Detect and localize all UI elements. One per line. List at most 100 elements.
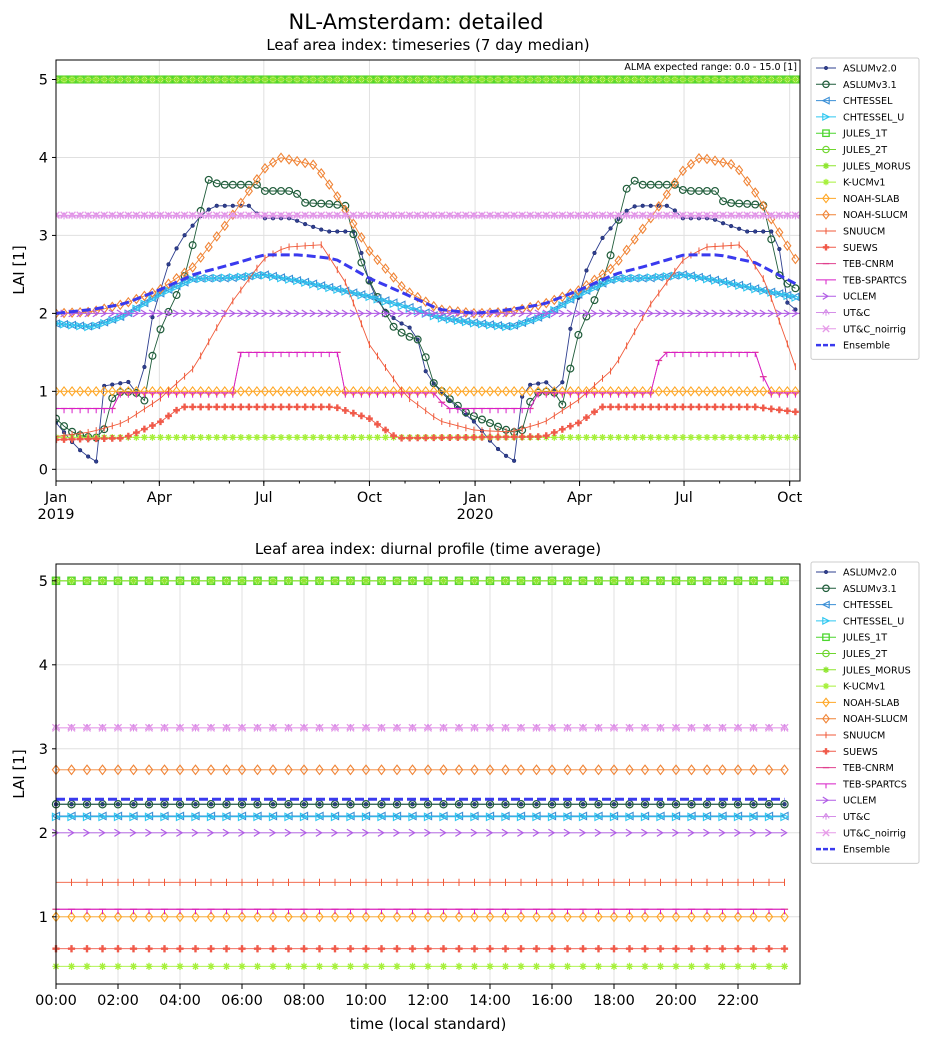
diurnal-point-noah-slab — [656, 911, 665, 923]
diurnal-point-noah-slab — [423, 911, 433, 923]
timeseries-point-ut-c-noirrig — [124, 211, 133, 220]
timeseries-point-aslumv3-1 — [711, 186, 720, 195]
timeseries-point-jules-morus — [792, 76, 799, 83]
timeseries-point-chtessel-u — [574, 291, 584, 300]
diurnal-point-ut-c-noirrig — [222, 723, 231, 732]
timeseries-point-suews — [285, 403, 293, 411]
timeseries-point-suews — [591, 408, 598, 416]
timeseries-point-jules-morus — [84, 76, 92, 83]
diurnal-point-k-ucmv1 — [517, 962, 525, 970]
diurnal-point-aslumv3-1 — [284, 800, 293, 809]
timeseries-point-jules-morus — [406, 76, 414, 83]
diurnal-point-noah-slucm — [191, 764, 200, 776]
timeseries-point-ut-c-noirrig — [301, 211, 310, 220]
diurnal-point-noah-slab — [377, 911, 386, 923]
timeseries-point-chtessel-u — [285, 275, 294, 284]
timeseries-point-ut-c-noirrig — [204, 211, 213, 220]
timeseries-point-chtessel-u — [518, 319, 527, 328]
timeseries-point-ut-c-noirrig — [743, 211, 752, 220]
timeseries-point-k-ucmv1 — [767, 433, 775, 441]
timeseries-point-aslumv2-0 — [503, 453, 509, 458]
diurnal-point-noah-slucm — [532, 764, 541, 776]
timeseries-point-uclem — [180, 309, 188, 318]
timeseries-point-jules-morus — [92, 76, 100, 83]
timeseries-legend-label-jules-2t: JULES_2T — [842, 145, 887, 156]
diurnal-legend-marker-k-ucmv1 — [822, 682, 830, 690]
timeseries-point-jules-morus — [149, 76, 156, 83]
diurnal-point-ut-c-noirrig — [191, 723, 200, 732]
timeseries-point-chtessel — [710, 275, 719, 285]
timeseries-point-jules-morus — [197, 76, 205, 83]
diurnal-point-k-ucmv1 — [563, 962, 572, 970]
timeseries-point-aslumv2-0 — [118, 381, 123, 386]
timeseries-point-chtessel — [139, 298, 149, 308]
diurnal-point-k-ucmv1 — [377, 962, 386, 970]
timeseries-xtick-label: Oct — [777, 490, 802, 506]
diurnal-xtick-label: 22:00 — [717, 993, 759, 1009]
diurnal-point-uclem — [331, 828, 339, 837]
diurnal-point-noah-slab — [718, 911, 727, 923]
diurnal-point-noah-slab — [640, 911, 650, 923]
timeseries-point-noah-slab — [751, 386, 760, 397]
timeseries-point-aslumv3-1 — [775, 271, 784, 280]
diurnal-xtick-label: 10:00 — [345, 993, 387, 1009]
diurnal-point-chtessel-u — [733, 812, 743, 822]
diurnal-point-k-ucmv1 — [594, 962, 603, 970]
timeseries-point-chtessel-u — [236, 272, 246, 282]
timeseries-point-jules-morus — [165, 76, 172, 83]
diurnal-point-suews — [253, 945, 262, 953]
diurnal-point-chtessel-u — [470, 812, 480, 822]
timeseries-point-k-ucmv1 — [261, 433, 269, 441]
diurnal-point-noah-slucm — [175, 764, 185, 776]
diurnal-legend-item-teb-spartcs: TEB-SPARTCS — [816, 779, 907, 790]
timeseries-point-uclem — [534, 309, 542, 318]
timeseries-legend-label-noah-slab: NOAH-SLAB — [843, 194, 900, 205]
timeseries-ytick-label: 3 — [39, 228, 48, 244]
timeseries-point-chtessel-u — [325, 283, 334, 293]
timeseries-point-jules-morus — [374, 76, 381, 83]
diurnal-point-suews — [315, 945, 324, 953]
diurnal-point-uclem — [486, 828, 494, 837]
timeseries-point-aslumv2-0 — [560, 380, 565, 385]
diurnal-point-suews — [532, 945, 541, 953]
timeseries-point-k-ucmv1 — [197, 433, 205, 441]
timeseries-point-chtessel-u — [373, 295, 383, 304]
timeseries-point-aslumv3-1 — [622, 184, 631, 193]
timeseries-point-aslumv2-0 — [520, 394, 525, 399]
diurnal-point-k-ucmv1 — [129, 962, 138, 970]
timeseries-point-suews — [60, 436, 68, 443]
diurnal-point-uclem — [284, 828, 292, 837]
timeseries-point-uclem — [582, 309, 590, 318]
timeseries-point-k-ucmv1 — [205, 433, 213, 441]
timeseries-point-noah-slab — [670, 386, 679, 397]
timeseries-legend-label-k-ucmv1: K-UCMv1 — [843, 178, 886, 189]
diurnal-point-uclem — [393, 828, 401, 837]
diurnal-point-chtessel-u — [687, 812, 697, 822]
timeseries-point-ut-c-noirrig — [751, 211, 760, 220]
diurnal-point-chtessel — [237, 811, 247, 821]
diurnal-point-jules-morus — [176, 577, 184, 585]
diurnal-point-chtessel — [748, 811, 758, 821]
diurnal-point-chtessel — [392, 811, 402, 821]
timeseries-point-uclem — [574, 309, 582, 318]
diurnal-point-k-ucmv1 — [548, 962, 556, 970]
timeseries-point-suews — [607, 403, 614, 411]
diurnal-point-noah-slucm — [392, 764, 402, 776]
timeseries-point-chtessel-u — [662, 272, 672, 281]
diurnal-point-chtessel-u — [361, 812, 371, 822]
timeseries-point-aslumv3-1 — [260, 186, 269, 195]
timeseries-point-noah-slab — [759, 386, 768, 397]
diurnal-point-chtessel — [733, 811, 743, 821]
diurnal-point-k-ucmv1 — [424, 962, 432, 970]
timeseries-point-chtessel — [750, 284, 760, 293]
diurnal-point-k-ucmv1 — [532, 962, 541, 970]
diurnal-point-noah-slab — [454, 911, 464, 923]
timeseries-point-ut-c-noirrig — [365, 211, 374, 220]
timeseries-point-noah-slucm — [670, 177, 679, 188]
diurnal-point-aslumv3-1 — [113, 800, 123, 809]
diurnal-point-chtessel — [97, 811, 107, 821]
diurnal-point-noah-slab — [222, 911, 231, 923]
timeseries-legend-label-aslumv3-1: ASLUMv3.1 — [843, 80, 897, 91]
diurnal-point-k-ucmv1 — [501, 962, 510, 970]
diurnal-point-suews — [765, 945, 773, 953]
